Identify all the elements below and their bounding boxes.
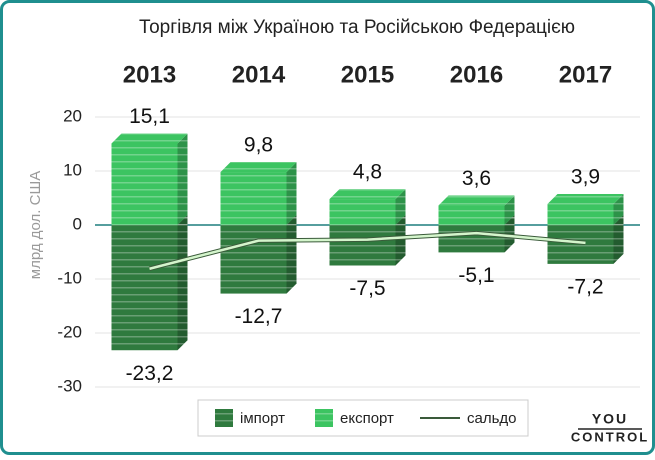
legend-label: експорт [340, 410, 394, 427]
bar-texture [111, 215, 188, 351]
value-label: -23,2 [126, 362, 174, 385]
bar-texture [111, 133, 188, 225]
x-tick-label: 2017 [559, 61, 612, 88]
y-tick-label: 10 [63, 160, 82, 179]
legend-texture [315, 409, 333, 427]
line [149, 231, 586, 270]
legend-texture [215, 409, 233, 427]
value-label: -7,5 [349, 277, 385, 300]
value-label: 9,8 [244, 134, 273, 157]
y-tick-label: 0 [73, 214, 82, 233]
logo-top: YOU [592, 411, 628, 427]
x-tick-label: 2014 [232, 61, 286, 88]
value-label: -7,2 [567, 275, 603, 298]
x-tick-label: 2013 [123, 61, 176, 88]
y-tick-label: -20 [57, 322, 82, 341]
y-tick-label: 20 [63, 106, 82, 125]
bar-texture [438, 195, 515, 225]
legend: імпорт експорт сальдо [197, 399, 529, 437]
value-label: -12,7 [235, 305, 283, 328]
x-tick-label: 2015 [341, 61, 394, 88]
y-axis-label: млрд дол. США [27, 171, 44, 279]
y-tick-label: -10 [57, 268, 82, 287]
value-label: 3,6 [462, 167, 491, 190]
bar-texture [547, 193, 624, 225]
x-tick-label: 2016 [450, 61, 503, 88]
chart-title: Торгівля між Україною та Російською Феде… [139, 17, 575, 38]
value-label: 15,1 [129, 105, 170, 128]
legend-label: імпорт [240, 410, 285, 427]
value-label: 3,9 [571, 165, 600, 188]
bar-texture [220, 162, 297, 225]
value-label: 4,8 [353, 161, 382, 184]
bar-texture [329, 189, 406, 225]
legend-label: сальдо [467, 410, 517, 427]
value-label: -5,1 [458, 264, 494, 287]
bar-texture [220, 215, 297, 294]
legend-box [197, 399, 529, 437]
y-tick-label: -30 [57, 376, 82, 395]
logo-bottom: CONTROL [571, 429, 649, 444]
